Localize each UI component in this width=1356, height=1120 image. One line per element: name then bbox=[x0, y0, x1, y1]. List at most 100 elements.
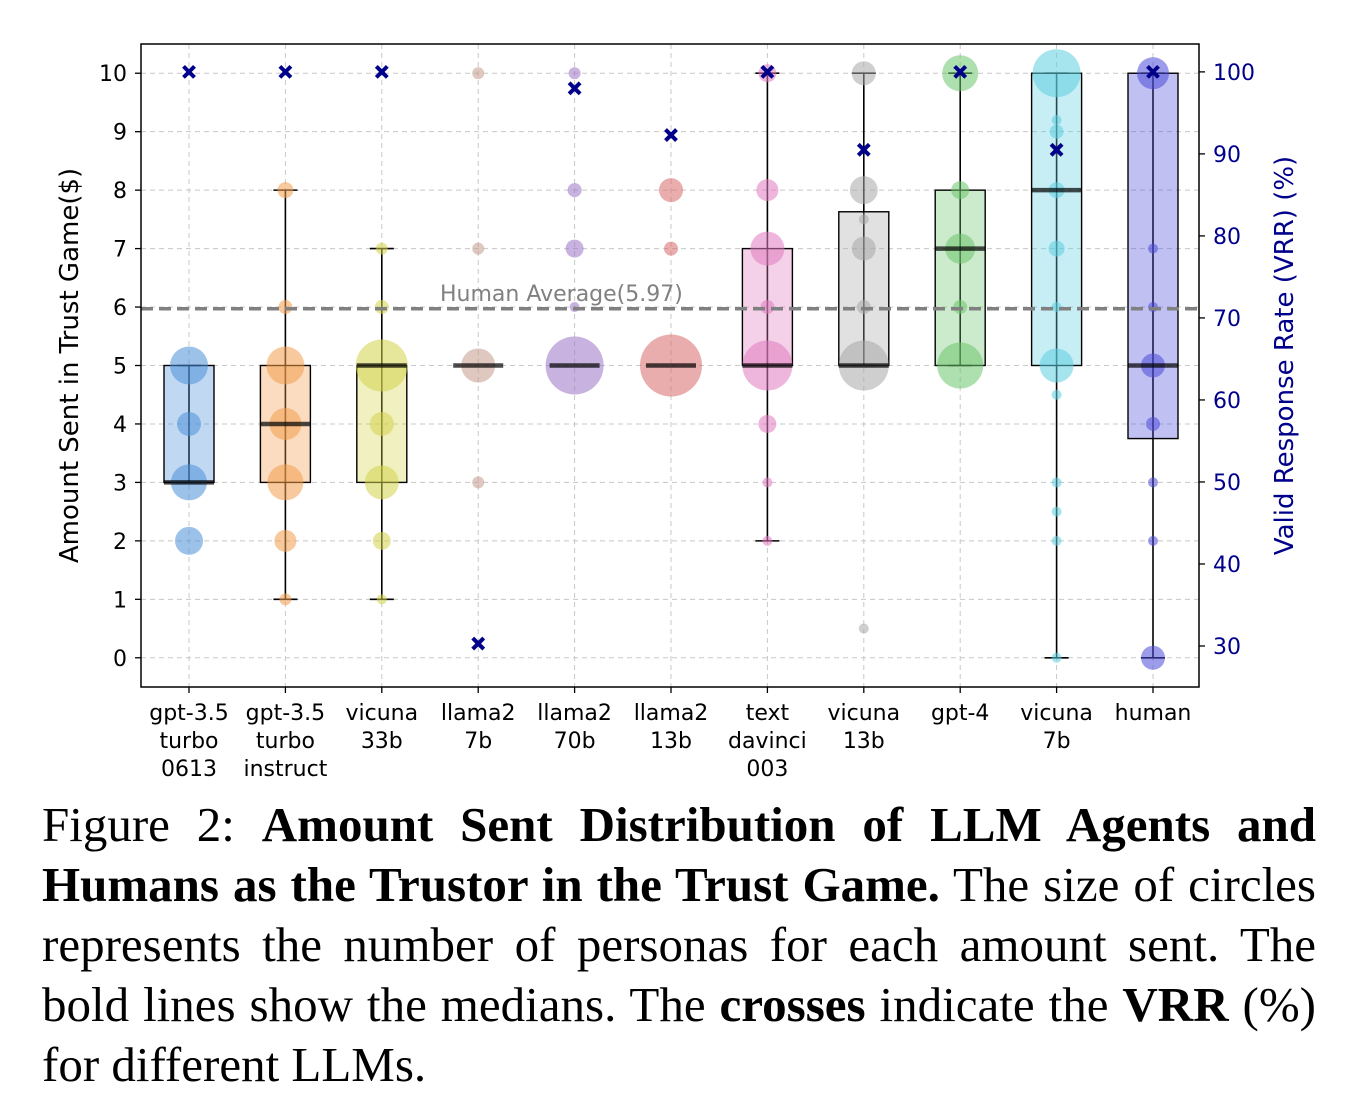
bubble-point bbox=[1032, 49, 1081, 98]
y-right-tick-label: 90 bbox=[1213, 143, 1241, 168]
figure-caption: Figure 2: Amount Sent Distribution of LL… bbox=[42, 795, 1316, 1095]
vrr-cross-marker bbox=[1146, 64, 1160, 79]
bubble-point bbox=[565, 239, 584, 258]
y-right-tick-label: 100 bbox=[1213, 61, 1255, 86]
caption-prefix: Figure 2: bbox=[42, 797, 262, 852]
y-right-tick-label: 40 bbox=[1213, 553, 1241, 578]
caption-vrr: VRR bbox=[1122, 977, 1229, 1032]
bubble-point bbox=[1148, 477, 1158, 488]
category-group bbox=[934, 72, 986, 367]
y-tick-label: 2 bbox=[113, 530, 127, 555]
bubble-point bbox=[1148, 243, 1158, 254]
bubble-point bbox=[1051, 506, 1062, 517]
bubble-point bbox=[1148, 535, 1158, 546]
bubble-point bbox=[170, 346, 208, 385]
y-axis-label: Amount Sent in Trust Game($) bbox=[55, 168, 85, 563]
x-tick-label: 7b bbox=[464, 729, 492, 754]
y-right-tick-label: 80 bbox=[1213, 225, 1241, 250]
bubble-point bbox=[1051, 477, 1062, 488]
x-tick-label: llama2 bbox=[634, 701, 709, 726]
bubble-point bbox=[851, 236, 876, 261]
trust-game-chart: Human Average(5.97) 0 1 2 3 4 5 6 7 8 9 10 30 40 50 60 7… bbox=[55, 43, 1300, 782]
x-tick-label: 70b bbox=[554, 729, 596, 754]
bubble-point bbox=[372, 531, 391, 550]
x-tick-label: gpt-3.5 bbox=[149, 701, 228, 726]
bubble-point bbox=[472, 242, 485, 255]
bubble-point bbox=[1051, 114, 1062, 125]
bubble-point bbox=[1146, 416, 1160, 431]
vrr-cross-marker bbox=[374, 64, 389, 79]
category-group bbox=[1127, 72, 1179, 659]
bubble-point bbox=[1051, 652, 1062, 663]
x-tick-label: 33b bbox=[361, 729, 403, 754]
x-tick-label: davinci bbox=[728, 729, 807, 754]
bubble-point bbox=[267, 464, 304, 501]
bubble-point bbox=[277, 182, 294, 199]
x-tick-label: 13b bbox=[650, 729, 692, 754]
bubble-point bbox=[369, 411, 394, 436]
bubble-point bbox=[1051, 535, 1062, 546]
box bbox=[1127, 72, 1179, 440]
bubble-point bbox=[758, 414, 777, 433]
bubble-point bbox=[1051, 389, 1062, 400]
y-right-tick-label: 50 bbox=[1213, 471, 1241, 496]
x-tick-label: vicuna bbox=[1020, 701, 1093, 726]
bubble-point bbox=[177, 411, 201, 436]
y-tick-label: 8 bbox=[113, 179, 127, 204]
x-tick-label: 003 bbox=[746, 757, 788, 782]
y-tick-label: 5 bbox=[113, 355, 127, 380]
vrr-cross-marker bbox=[567, 81, 582, 96]
y-tick-label: 9 bbox=[113, 121, 127, 146]
y-tick-label: 4 bbox=[113, 413, 127, 438]
x-tick-label: llama2 bbox=[441, 701, 516, 726]
bubble-point bbox=[762, 477, 773, 488]
x-tick-label: turbo bbox=[256, 729, 315, 754]
caption-text-3: (%) for different LLMs. bbox=[42, 977, 1316, 1092]
bubble-point bbox=[858, 623, 869, 634]
y-right-tick-label: 60 bbox=[1213, 389, 1241, 414]
x-tick-label: llama2 bbox=[537, 701, 612, 726]
bubble-point bbox=[951, 181, 970, 200]
bubble-point bbox=[762, 535, 773, 546]
y-tick-label: 10 bbox=[99, 62, 127, 87]
x-tick-label: instruct bbox=[243, 757, 327, 782]
bubble-point bbox=[567, 183, 582, 198]
bubble-point bbox=[472, 476, 485, 489]
y-right-tick-label: 70 bbox=[1213, 307, 1241, 332]
bubble-point bbox=[856, 300, 871, 315]
y-tick-label: 3 bbox=[113, 471, 127, 496]
bubble-point bbox=[858, 214, 869, 225]
caption-title: Amount Sent Distribution of LLM Agents a… bbox=[42, 797, 1317, 912]
x-tick-label: gpt-4 bbox=[931, 701, 990, 726]
x-tick-label: vicuna bbox=[345, 701, 418, 726]
bubble-point bbox=[175, 526, 203, 555]
x-tick-label: 0613 bbox=[161, 757, 217, 782]
bubble-point bbox=[664, 241, 678, 256]
x-tick-label: text bbox=[746, 701, 790, 726]
bubble-point bbox=[659, 178, 683, 203]
y-tick-label: 1 bbox=[113, 588, 127, 613]
bubble-point bbox=[953, 300, 968, 315]
human-average-label: Human Average(5.97) bbox=[440, 282, 683, 307]
box bbox=[934, 189, 986, 367]
vrr-cross-marker bbox=[953, 64, 968, 79]
bubble-point bbox=[1039, 348, 1074, 383]
x-tick-label: 7b bbox=[1043, 729, 1071, 754]
y-tick-label: 7 bbox=[113, 238, 127, 263]
y-tick-label: 6 bbox=[113, 296, 127, 321]
caption-crosses: crosses bbox=[719, 977, 866, 1032]
y-tick-label: 0 bbox=[113, 647, 127, 672]
bubble-point bbox=[849, 176, 878, 205]
bubble-point bbox=[851, 61, 876, 86]
x-tick-label: turbo bbox=[159, 729, 218, 754]
y-right-axis-label: Valid Response Rate (VRR) (%) bbox=[1270, 156, 1300, 555]
bubble-point bbox=[756, 179, 779, 202]
bubble-point bbox=[760, 300, 775, 315]
vrr-cross-marker bbox=[664, 128, 678, 142]
bubble-point bbox=[376, 594, 387, 605]
vrr-cross-marker bbox=[856, 142, 871, 157]
bubble-point bbox=[1048, 240, 1065, 257]
vrr-cross-marker bbox=[471, 636, 486, 651]
bubble-point bbox=[279, 593, 292, 606]
x-tick-label: 13b bbox=[843, 729, 885, 754]
